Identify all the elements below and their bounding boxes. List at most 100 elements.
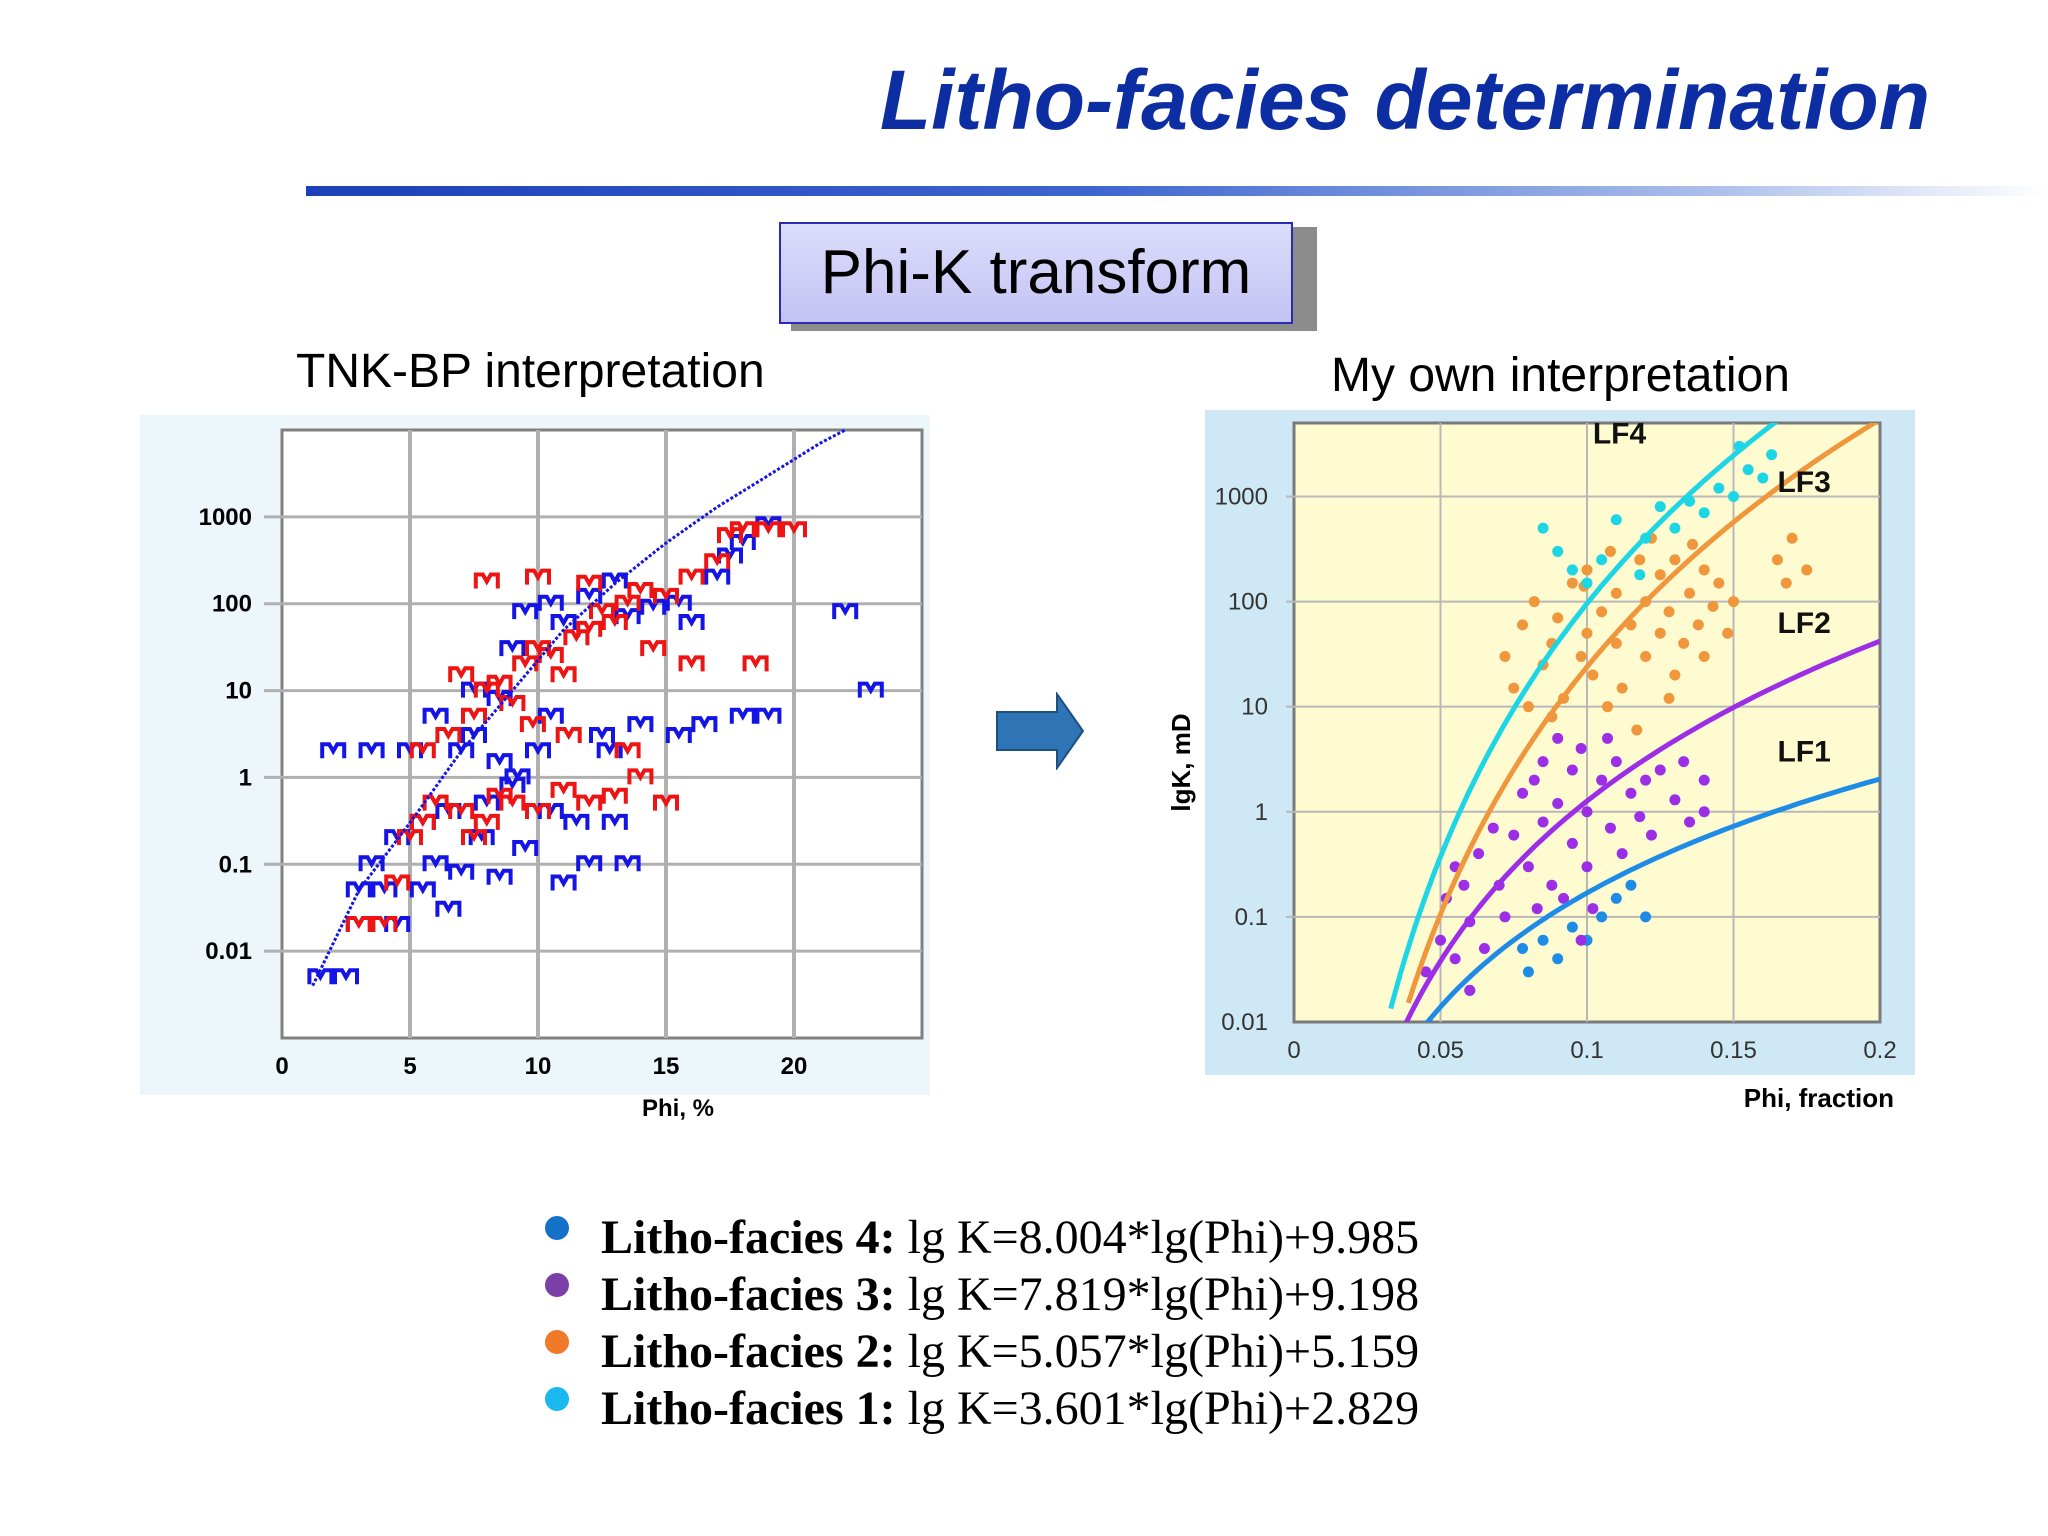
data-point	[1801, 564, 1813, 576]
data-point	[1602, 732, 1614, 744]
data-point	[1663, 606, 1675, 618]
data-point	[1566, 564, 1578, 576]
data-point	[499, 794, 526, 811]
data-point	[1669, 554, 1681, 566]
data-point	[1596, 911, 1608, 923]
data-point	[537, 594, 564, 611]
bullet-dot-icon	[545, 1216, 569, 1240]
data-point	[1531, 903, 1543, 915]
data-point	[435, 726, 462, 743]
data-point	[1552, 797, 1564, 809]
data-point	[1669, 669, 1681, 681]
data-point	[525, 742, 551, 759]
data-point	[473, 572, 500, 589]
curve-label: LF3	[1777, 466, 1830, 499]
legend-equation: lg K=5.057*lg(Phi)+5.159	[895, 1325, 1420, 1378]
y-tick-label: 0.01	[1221, 1009, 1268, 1036]
data-point	[1575, 743, 1587, 755]
data-point	[601, 613, 628, 630]
data-point	[627, 582, 654, 599]
data-point	[1692, 619, 1704, 631]
data-point	[742, 655, 769, 672]
data-point	[1663, 692, 1675, 704]
curve-label: LF2	[1777, 607, 1830, 640]
trend-curve	[1388, 423, 1779, 1010]
data-point	[1757, 472, 1769, 484]
data-point	[1566, 921, 1578, 933]
data-point	[704, 553, 731, 570]
data-point	[358, 742, 385, 759]
data-point	[1464, 984, 1476, 996]
slide-title: Litho-facies determination	[879, 53, 1930, 147]
data-point	[1575, 934, 1587, 946]
data-point	[1610, 587, 1622, 599]
data-point	[1654, 627, 1666, 639]
data-point	[345, 915, 372, 932]
bullet-dot-icon	[545, 1387, 569, 1411]
data-point	[486, 674, 513, 691]
y-tick-label: 10	[1241, 694, 1268, 721]
data-point	[435, 900, 462, 917]
data-point	[729, 707, 756, 724]
data-point	[1604, 545, 1616, 557]
data-point	[563, 629, 590, 646]
data-point	[1602, 701, 1614, 713]
title-underline	[306, 186, 2048, 196]
data-point	[461, 829, 487, 846]
legend-equation: lg K=8.004*lg(Phi)+9.985	[895, 1211, 1420, 1264]
data-point	[1581, 861, 1593, 873]
data-point	[1587, 669, 1599, 681]
data-point	[1522, 701, 1534, 713]
data-point	[1552, 612, 1564, 624]
data-point	[1528, 774, 1540, 786]
data-point	[601, 787, 628, 804]
data-point	[665, 726, 692, 743]
data-point	[537, 707, 564, 724]
data-point	[397, 829, 423, 846]
data-point	[781, 521, 807, 538]
x-axis-label: Phi, %	[642, 1095, 714, 1122]
data-point	[1713, 577, 1725, 589]
data-point	[1537, 934, 1549, 946]
right-chart-subtitle: My own interpretation	[1331, 349, 1790, 402]
data-point	[486, 753, 513, 770]
x-tick-label: 0.2	[1863, 1037, 1896, 1064]
data-point	[1684, 587, 1696, 599]
legend-equation: lg K=7.819*lg(Phi)+9.198	[895, 1268, 1420, 1321]
data-point	[1546, 879, 1558, 891]
data-point	[576, 620, 603, 637]
data-point	[1640, 911, 1652, 923]
data-point	[1698, 651, 1710, 663]
data-point	[1634, 554, 1646, 566]
data-point	[1566, 837, 1578, 849]
data-point	[422, 794, 449, 811]
data-point	[1669, 794, 1681, 806]
data-point	[371, 915, 398, 932]
data-point	[1449, 953, 1461, 965]
data-point	[512, 839, 539, 856]
bullet-dot-icon	[545, 1330, 569, 1354]
y-tick-label: 1	[239, 764, 252, 791]
data-point	[1698, 806, 1710, 818]
data-point	[589, 726, 615, 743]
data-point	[1517, 943, 1529, 955]
data-point	[1616, 682, 1628, 694]
legend-text: Litho-facies 1: lg K=3.601*lg(Phi)+2.829	[601, 1381, 1419, 1436]
legend-equation: lg K=3.601*lg(Phi)+2.829	[895, 1382, 1420, 1435]
legend-name: Litho-facies 2:	[601, 1325, 896, 1378]
data-point	[1625, 787, 1637, 799]
data-point	[1654, 501, 1666, 513]
data-point	[1669, 522, 1681, 534]
data-point	[1552, 953, 1564, 965]
data-point	[512, 603, 539, 620]
data-point	[1640, 774, 1652, 786]
data-point	[473, 813, 500, 830]
right-arrow-icon	[996, 692, 1085, 770]
data-point	[857, 681, 884, 698]
data-point	[1684, 816, 1696, 828]
data-point	[1566, 577, 1578, 589]
data-point	[409, 881, 436, 898]
data-point	[1558, 892, 1570, 904]
data-point	[1654, 764, 1666, 776]
data-point	[499, 776, 526, 793]
